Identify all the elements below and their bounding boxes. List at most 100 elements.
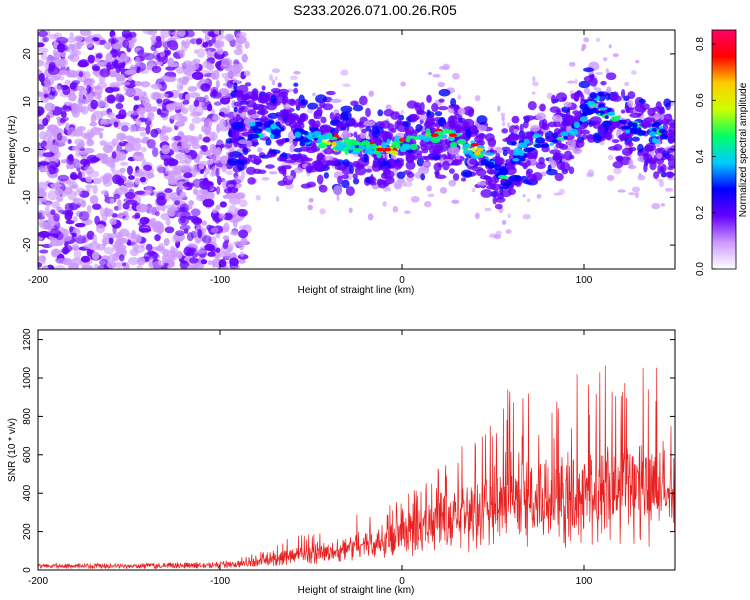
spectrogram-blob (569, 61, 576, 67)
spectrogram-blob (653, 171, 660, 179)
spectrogram-blob (115, 93, 125, 103)
spectrogram-blob (420, 173, 426, 181)
snr-xtick-label: -200 (28, 576, 48, 587)
spectrogram-blob (41, 197, 47, 203)
spectrogram-blob (658, 180, 665, 188)
spectrogram-blob (42, 152, 55, 158)
spectrogram-blob (583, 67, 594, 72)
spectrogram-blob (142, 30, 155, 35)
spectrogram-blob (89, 156, 100, 163)
spectrogram-core-blob (604, 115, 609, 120)
spectrogram-blob (583, 37, 590, 43)
spectrogram-blob (643, 163, 648, 173)
spectrogram-blob (49, 228, 61, 238)
spectrogram-blob (218, 213, 226, 219)
spectrogram-blob (111, 151, 117, 159)
spectrogram-blob (163, 238, 170, 246)
spectrogram-blob (140, 146, 147, 153)
spectrogram-blob (62, 228, 70, 237)
spectrogram-blob (611, 139, 620, 144)
spectrogram-blob (239, 251, 245, 257)
spectrogram-core-blob (599, 107, 608, 111)
spectrogram-blob (575, 139, 585, 148)
spectrogram-blob (607, 154, 614, 161)
spectrogram-blob (125, 69, 137, 75)
spectrogram-blob (77, 101, 83, 111)
spectrogram-blob (286, 98, 296, 105)
spectrogram-blob (112, 243, 122, 249)
spectrogram-blob (170, 102, 183, 111)
spectrogram-blob (460, 169, 473, 178)
spectrogram-core-blob (328, 136, 338, 141)
spectrogram-blob (199, 169, 205, 175)
spectrogram-blob (139, 176, 147, 183)
spectrogram-blob (135, 118, 142, 127)
spectrogram-blob (554, 152, 565, 160)
spectrogram-peak (383, 147, 392, 152)
spectrogram-blob (156, 98, 163, 104)
spectrogram-core-blob (474, 150, 481, 156)
spectrogram-blob (158, 81, 168, 92)
spectrogram-blob (137, 221, 145, 227)
spectrogram-blob (228, 152, 233, 158)
spectrogram-blob (168, 76, 177, 81)
spectrogram-blob (39, 161, 50, 166)
spectrogram-blob (38, 146, 44, 156)
spectrogram-blob (71, 80, 81, 85)
spectrogram-blob (457, 107, 466, 116)
spectrogram-blob (330, 98, 342, 104)
spectrogram-blob (448, 168, 455, 174)
spectrogram-blob (244, 41, 250, 49)
spectrogram-blob (427, 71, 433, 76)
spectrogram-blob (381, 179, 387, 185)
spectrogram-blob (55, 258, 67, 265)
spectrogram-blob (103, 246, 114, 255)
spectrogram-blob (69, 49, 82, 57)
spectrogram-blob (94, 57, 101, 62)
spectrogram-blob (596, 37, 600, 43)
spectrogram-core-blob (317, 143, 324, 149)
spectrogram-blob (111, 213, 118, 218)
spectrogram-blob (406, 100, 418, 109)
spectrogram-blob (224, 33, 235, 42)
spectrogram-blob (161, 125, 167, 135)
spectrogram-blob (184, 145, 191, 154)
spectrogram-blob (215, 247, 221, 253)
spectrogram-blob (277, 82, 282, 88)
spectrogram-blob (57, 174, 70, 182)
spectrogram-blob (227, 184, 235, 188)
spectrogram-core-blob (299, 140, 306, 147)
spectrogram-blob (77, 61, 89, 68)
spectrogram-blob (160, 75, 171, 80)
spectrogram-blob (207, 260, 213, 266)
spectrogram-blob (87, 54, 96, 64)
spectrogram-blob (198, 133, 203, 140)
spectrogram-blob (322, 160, 330, 168)
spectrogram-blob (225, 71, 237, 78)
spectrogram-blob (352, 173, 358, 179)
spectrogram-blob (612, 53, 619, 58)
spectrogram-blob (562, 116, 575, 127)
snr-frame (37, 329, 676, 571)
spectrogram-blob (620, 109, 626, 114)
spectrogram-blob (455, 152, 460, 161)
spectrogram-blob (210, 227, 219, 234)
spectrogram-blob (68, 164, 75, 170)
spectrogram-core-blob (632, 122, 638, 128)
spectrogram-blob (45, 128, 57, 138)
spectrogram-blob (494, 158, 500, 163)
spectrogram-blob (216, 47, 224, 55)
spectrogram-blob (181, 62, 188, 67)
spectrogram-blob (38, 255, 47, 262)
spectrogram-blob (54, 187, 64, 196)
spectrogram-blob (497, 105, 501, 112)
spectrogram-blob (432, 155, 441, 160)
spectrogram-blob (667, 137, 675, 143)
spectrogram-blob (289, 143, 295, 153)
spectrogram-blob (66, 155, 74, 165)
spectrogram-blob (396, 171, 406, 179)
snr-ylabel: SNR (10 * v/v) (7, 418, 18, 482)
spectrogram-blob (65, 219, 75, 225)
spectrogram-blob (188, 92, 201, 99)
